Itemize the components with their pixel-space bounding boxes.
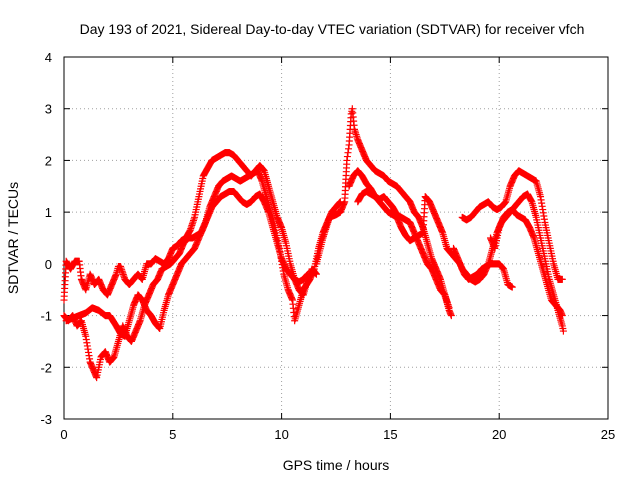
series-trace-f (354, 187, 453, 312)
chart-title: Day 193 of 2021, Sidereal Day-to-day VTE… (80, 21, 585, 37)
y-tick-label: 2 (45, 153, 52, 168)
plot-frame (63, 56, 609, 420)
grid (64, 57, 608, 419)
data-point (508, 283, 516, 291)
x-axis-label: GPS time / hours (283, 457, 390, 473)
y-axis-label: SDTVAR / TECUs (5, 182, 21, 294)
data-point (304, 270, 312, 278)
x-tick-label: 20 (492, 427, 506, 442)
data-point (445, 304, 453, 312)
y-tick-label: 0 (45, 257, 52, 272)
data-point (558, 312, 566, 320)
y-tick-labels: -3 -2 -1 0 1 2 3 4 (40, 50, 52, 427)
y-tick-label: -1 (40, 309, 52, 324)
x-tick-labels: 0 5 10 15 20 25 (60, 427, 615, 442)
series-trace-c (62, 187, 312, 340)
series-trace-h (458, 167, 566, 283)
data-series (60, 105, 567, 382)
data-point (558, 275, 566, 283)
y-tick-label: -3 (40, 412, 52, 427)
x-tick-label: 25 (601, 427, 615, 442)
y-tick-label: 4 (45, 50, 52, 65)
x-tick-label: 15 (383, 427, 397, 442)
y-tick-label: 1 (45, 205, 52, 220)
y-tick-label: 3 (45, 102, 52, 117)
data-point (447, 312, 455, 320)
y-tick-label: -2 (40, 360, 52, 375)
x-tick-label: 0 (60, 427, 67, 442)
series-trace-d (312, 105, 455, 320)
x-tick-label: 5 (169, 427, 176, 442)
axis-ticks (63, 56, 609, 420)
series-trace-a (60, 149, 320, 304)
x-tick-label: 10 (274, 427, 288, 442)
data-point (559, 327, 567, 335)
series-trace-b (60, 167, 344, 382)
series-trace-i (486, 206, 566, 320)
